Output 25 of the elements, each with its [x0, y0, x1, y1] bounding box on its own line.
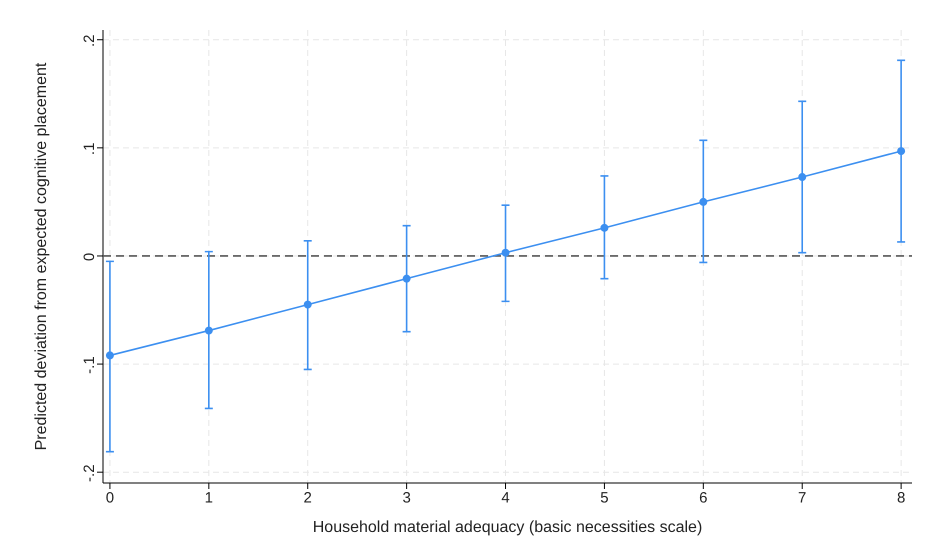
point — [600, 224, 608, 232]
point — [402, 274, 411, 283]
point — [304, 300, 312, 309]
point — [204, 326, 213, 335]
x-tick-label: 8 — [896, 490, 906, 507]
y-tick-label: -.2 — [81, 464, 98, 482]
x-tick-label: 2 — [304, 490, 312, 507]
point — [502, 248, 510, 257]
y-tick-label: 0 — [81, 252, 98, 262]
y-tick-label: -.1 — [81, 356, 98, 374]
x-tick-label: 7 — [798, 490, 806, 507]
x-tick-label: 4 — [501, 490, 510, 507]
x-tick-label: 3 — [402, 490, 411, 507]
x-tick-label: 6 — [699, 490, 708, 507]
y-axis-title: Predicted deviation from expected cognitive placement — [33, 62, 50, 450]
point — [897, 147, 906, 156]
x-tick-label: 5 — [600, 490, 609, 507]
x-axis-title: Household material adequacy (basic necessities scale) — [312, 519, 702, 536]
y-tick-label: .1 — [81, 142, 98, 156]
y-tick-label: .2 — [81, 34, 98, 47]
point — [106, 351, 114, 360]
x-tick-label: 1 — [204, 490, 213, 507]
x-tick-label: 0 — [106, 490, 114, 507]
point — [699, 198, 708, 206]
point — [798, 173, 806, 182]
